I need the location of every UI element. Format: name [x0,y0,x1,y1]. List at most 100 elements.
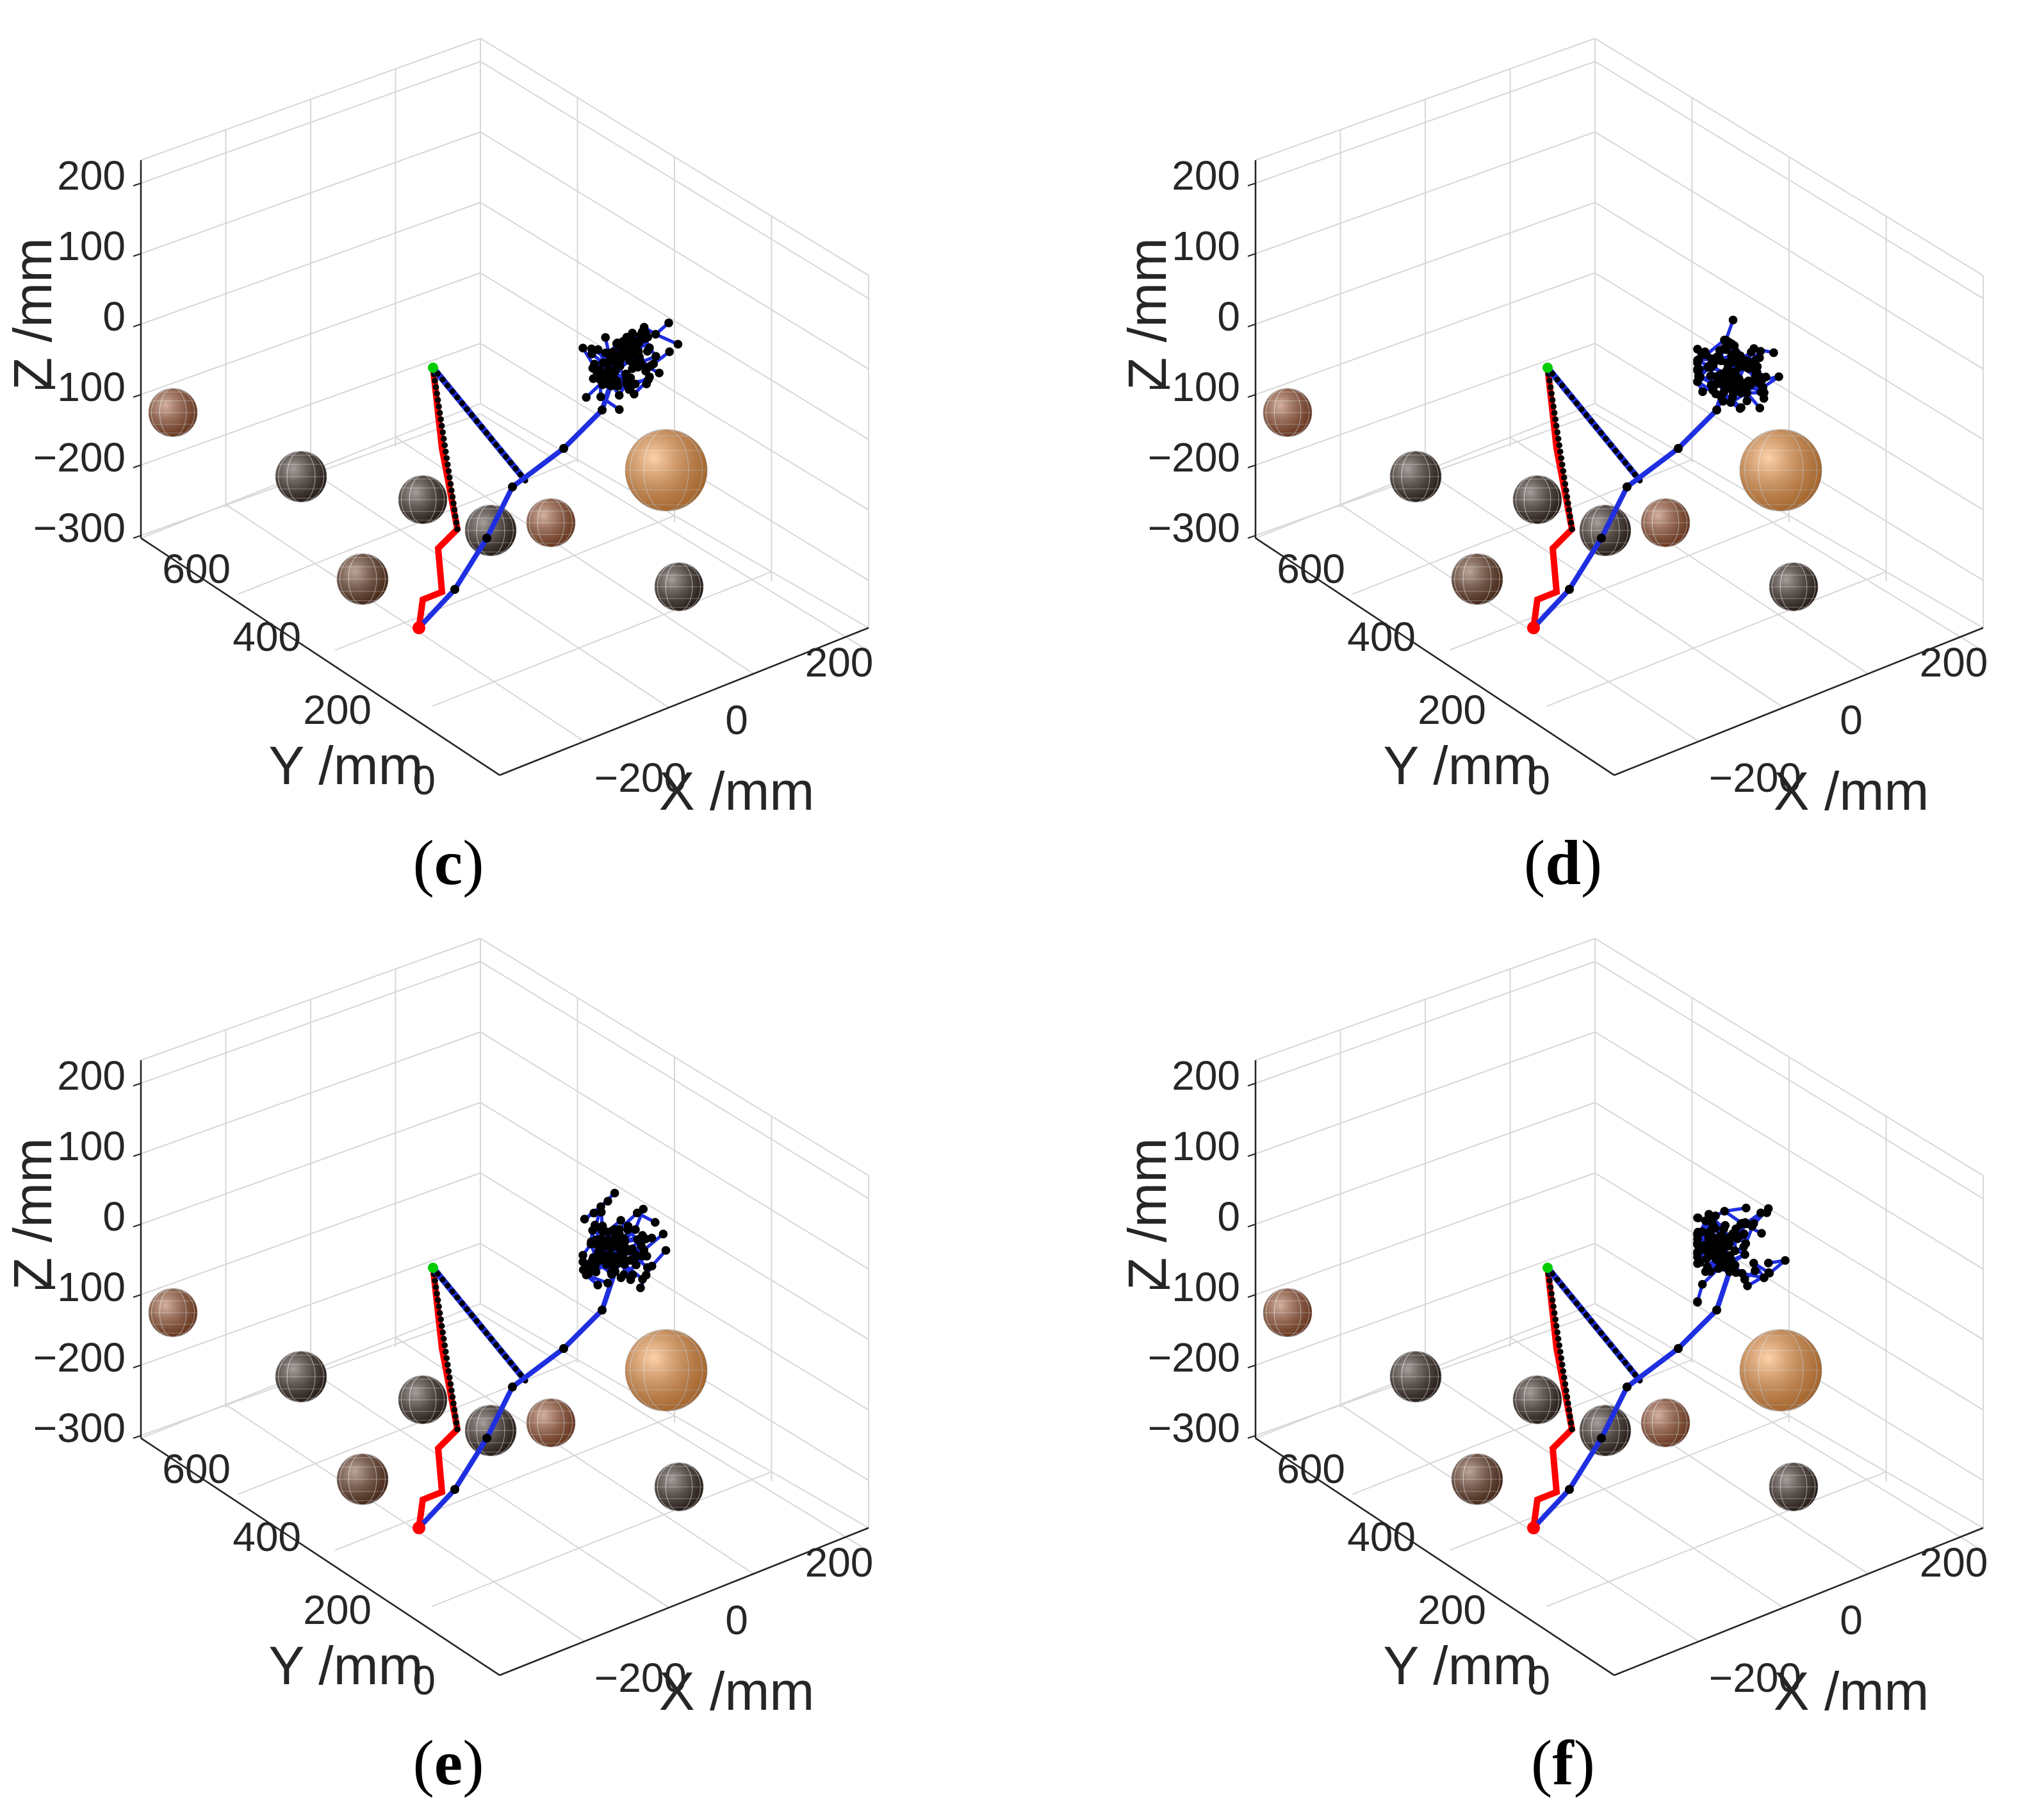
tree-node [626,382,635,391]
y-axis-label: Y /mm [268,735,423,796]
grid-line [1255,1172,1596,1295]
z-tick-label: 0 [102,1193,126,1240]
path-node [498,448,504,454]
path-node [447,480,454,488]
x-tick-label: −200 [594,755,687,801]
path-node [452,513,459,520]
tree-node [637,327,647,336]
path-node [1551,1309,1558,1316]
obstacle-sphere [1389,1350,1442,1403]
grid-line [395,1336,755,1575]
path-node [432,1277,438,1284]
x-axis-line [499,1527,869,1677]
tree-node [1740,1275,1749,1284]
path-node [479,1324,485,1331]
random-tree [1693,315,1783,413]
tree-node [603,1240,612,1249]
grid-line [480,1031,869,1270]
y-tick-label: 0 [413,1657,436,1703]
path-node [443,455,450,461]
tree-node [614,391,624,400]
tree-node [634,338,644,348]
z-tick-label: 100 [57,1123,126,1169]
path-node [1627,1365,1633,1372]
tree-node [584,1268,594,1278]
tree-node [659,1229,668,1239]
path-node [1593,424,1599,430]
path-node [512,465,519,472]
path-node [1566,506,1573,513]
path-node [482,534,491,543]
path-node [503,454,509,460]
tree-node [603,379,613,388]
x-tick-label: −200 [1709,1655,1801,1701]
x-tick-label: −200 [1709,755,1801,801]
grid-line [140,61,481,184]
tree-node [1742,356,1751,365]
grid-line [334,1415,675,1551]
sphere-shade [1769,562,1818,611]
path-node [1552,1316,1558,1323]
path-node [1674,444,1683,453]
path-node [1578,1306,1585,1313]
path-node [473,418,480,424]
sphere-shade [1263,388,1312,437]
tree-node [1733,1234,1742,1243]
grid-line [1509,436,1870,675]
grid-line [1255,1243,1596,1366]
path-node [1578,406,1585,413]
z-axis-label: Z /mm [1117,238,1177,390]
y-axis-line [140,537,500,776]
obstacle-sphere [1640,1398,1690,1448]
path-node [1553,422,1560,429]
path-node [1612,448,1619,454]
path-node [1546,1277,1553,1284]
tree-node [591,1235,601,1245]
z-tick-label: −300 [33,1405,126,1451]
tree-node [642,379,651,389]
z-tick [1247,1365,1256,1368]
start-point [1527,621,1540,634]
panel-label-open: ( [1531,1727,1552,1798]
z-tick [1247,1224,1256,1227]
y-tick-label: 400 [233,614,301,660]
x-tick-label: 200 [1920,639,1988,685]
axes [1254,1060,1984,1677]
z-tick [1247,394,1256,398]
panel-label-letter: c [434,827,462,898]
grid-line [1449,515,1790,651]
path-node [454,526,461,532]
panel-label-open: ( [1524,827,1545,898]
tree-node [1711,1211,1720,1220]
tree-node [1759,394,1769,403]
tree-node [609,350,619,360]
path-node [442,1349,449,1355]
z-axis-label: Z /mm [1117,1138,1177,1290]
tree-node [642,1251,651,1261]
path-node [1588,1318,1594,1324]
panel-label-open: ( [413,827,434,898]
z-tick [133,1294,142,1298]
path-node [454,1294,461,1300]
x-axis-line [1614,627,1984,776]
path-node [1546,377,1553,384]
path-node [1712,406,1721,414]
y-tick-label: 0 [413,757,436,803]
tree-node [1719,1262,1728,1272]
path-node [1617,1354,1624,1360]
obstacle-sphere [1512,475,1562,525]
y-axis-line [1255,1437,1615,1677]
path-node [1632,471,1639,478]
tree-node [1755,404,1765,413]
grid-line [1594,1172,1984,1411]
z-tick-label: −300 [1148,1405,1240,1451]
path-node [1557,448,1564,455]
tree-node [1749,1258,1758,1268]
tree-node [1701,350,1711,359]
path-node [517,471,524,478]
z-tick-label: −100 [1148,1264,1240,1310]
z-tick-label: −200 [1148,1334,1240,1381]
